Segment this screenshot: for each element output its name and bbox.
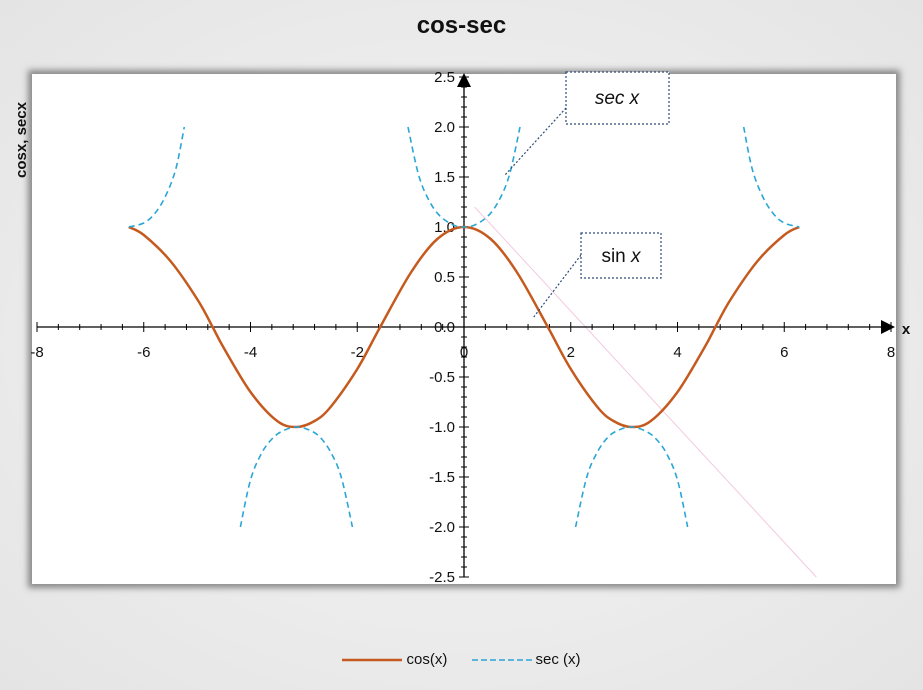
- x-tick-label: -6: [137, 344, 150, 361]
- chart-legend: cos(x) sec (x): [0, 650, 923, 668]
- y-tick-label: 2.5: [434, 69, 455, 86]
- legend-item-cos: cos(x): [342, 651, 447, 668]
- x-tick-label: -2: [351, 344, 364, 361]
- y-tick-label: -1.5: [429, 469, 455, 486]
- x-axis-title: x: [902, 321, 911, 338]
- y-tick-label: -2.5: [429, 569, 455, 586]
- series-line-sec-segment-2: [407, 126, 521, 228]
- x-tick-label: 6: [780, 344, 788, 361]
- chart-title: cos-sec: [416, 12, 507, 39]
- series-line-sec-segment-4: [742, 126, 800, 228]
- y-tick-label: -2.0: [429, 519, 455, 536]
- legend-swatch-sec: [471, 658, 532, 661]
- y-tick-label: 2.0: [434, 119, 455, 136]
- series-line-sec-segment-3: [574, 426, 689, 528]
- y-tick-label: 0.5: [434, 269, 455, 286]
- axes-layer: -8 -6 -4 -2 0 2 4 6 82.52.01.51.00.50.0-0.5-1.0-…: [13, 69, 911, 586]
- sin-callout-label: sin x: [601, 246, 642, 267]
- y-axis-title: cosx, secx: [13, 101, 30, 178]
- sin-callout-leader: [532, 254, 582, 319]
- sec-callout-label: sec x: [595, 88, 641, 109]
- sec-callout-box: [565, 71, 670, 125]
- y-tick-label: -1.0: [429, 419, 455, 436]
- x-tick-label: -4: [244, 344, 257, 361]
- series-line-sec-segment-1: [239, 426, 354, 528]
- series-layer: [128, 126, 800, 528]
- legend-label-cos: cos(x): [406, 650, 448, 668]
- y-axis-arrow: [457, 73, 471, 87]
- sec-callout-leader: [504, 107, 567, 176]
- callout-layer: sec x sin x: [504, 71, 670, 319]
- x-tick-label: 8: [887, 344, 895, 361]
- series-line-sec-segment-0: [128, 126, 186, 228]
- x-axis-arrow: [881, 320, 895, 334]
- y-tick-label: -0.5: [429, 369, 455, 386]
- sin-callout-box: [580, 232, 662, 279]
- y-tick-label: 0.0: [434, 319, 455, 336]
- legend-swatch-cos: [342, 658, 403, 661]
- decorative-streak: [474, 206, 817, 578]
- x-tick-label: -8: [30, 344, 43, 361]
- y-tick-label: 1.5: [434, 169, 455, 186]
- legend-label-sec: sec (x): [535, 650, 581, 668]
- legend-item-sec: sec (x): [471, 650, 581, 668]
- x-tick-label: 0: [460, 344, 468, 361]
- x-tick-label: 2: [567, 344, 575, 361]
- x-tick-label: 4: [673, 344, 681, 361]
